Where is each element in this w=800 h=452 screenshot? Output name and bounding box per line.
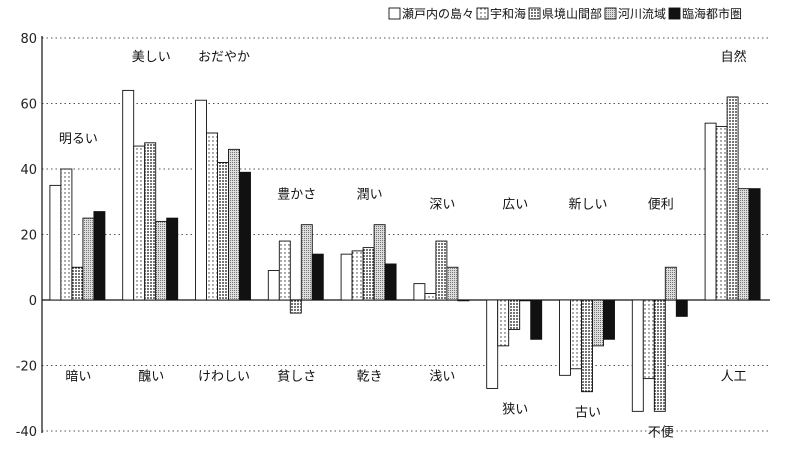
legend-label: 臨海都市圏 — [682, 6, 742, 21]
bar — [457, 299, 470, 302]
bar — [340, 253, 353, 301]
legend-swatch — [476, 7, 489, 20]
bar — [195, 99, 207, 301]
positive-category-label: 広い — [502, 197, 528, 212]
bar — [300, 224, 313, 301]
negative-category-label: 狭い — [502, 402, 528, 417]
positive-category-label: 自然 — [721, 49, 747, 65]
bar — [60, 168, 73, 301]
positive-category-label: 潤い — [357, 187, 383, 202]
bar — [631, 299, 644, 412]
y-tick-label: 20 — [20, 229, 37, 244]
bar — [653, 299, 666, 412]
bar — [497, 299, 510, 347]
bar — [166, 217, 179, 301]
bar — [603, 299, 615, 340]
bar — [122, 89, 135, 301]
legend-swatch — [668, 7, 681, 20]
positive-category-label: おだやか — [198, 50, 250, 65]
legend-label: 県境山間部 — [542, 6, 602, 21]
bar — [675, 299, 688, 317]
positive-category-label: 明るい — [59, 132, 98, 147]
legend-label: 宇和海 — [490, 6, 526, 21]
y-tick-label: -40 — [16, 425, 37, 440]
bar — [82, 217, 95, 301]
bar — [155, 220, 168, 301]
legend-label: 河川流域 — [618, 7, 666, 21]
negative-category-label: 人工 — [721, 369, 747, 384]
bar — [133, 145, 146, 301]
y-tick-label: 60 — [20, 98, 37, 113]
legend-swatch — [388, 7, 401, 20]
bar — [49, 184, 62, 301]
bar — [530, 299, 543, 340]
legend-swatch — [604, 7, 617, 20]
bar — [144, 142, 157, 301]
negative-category-label: 乾き — [357, 369, 383, 384]
positive-category-label: 深い — [429, 197, 455, 212]
positive-category-label: 新しい — [568, 196, 607, 212]
bar — [206, 132, 218, 301]
bar — [581, 299, 593, 393]
legend: 瀬戸内の島々 宇和海 県境山間部 河川流域 臨海都市圏 — [388, 6, 742, 21]
negative-category-label: 浅い — [429, 369, 455, 384]
negative-category-label: 不便 — [648, 425, 674, 440]
y-tick-label: -20 — [16, 360, 37, 375]
bar — [726, 96, 739, 301]
bar — [413, 283, 426, 301]
bar — [71, 266, 84, 301]
bar — [642, 299, 655, 380]
legend-swatch — [528, 7, 541, 20]
bar — [239, 171, 251, 301]
bar — [446, 266, 459, 301]
bar — [384, 263, 397, 301]
bar — [373, 224, 386, 301]
bar — [362, 247, 375, 301]
bar — [592, 299, 604, 347]
bar — [289, 299, 302, 314]
bar — [559, 299, 571, 376]
bar — [435, 240, 448, 301]
bar — [704, 122, 717, 301]
legend-label: 瀬戸内の島々 — [402, 6, 474, 21]
bar — [311, 253, 324, 301]
y-tick-label: 40 — [20, 163, 37, 178]
negative-category-label: 古い — [575, 406, 601, 421]
negative-category-label: 暗い — [65, 369, 91, 384]
bar — [508, 299, 521, 330]
positive-category-label: 美しい — [132, 50, 171, 65]
bar — [424, 293, 437, 301]
bar — [715, 125, 728, 301]
bars — [49, 89, 761, 412]
bar — [267, 270, 280, 301]
negative-category-label: 醜い — [138, 368, 164, 384]
bar — [278, 240, 291, 301]
bar — [217, 161, 229, 301]
y-tick-label: 0 — [29, 294, 37, 309]
y-tick-label: 80 — [20, 32, 37, 47]
bar — [93, 211, 106, 301]
bar — [570, 299, 582, 370]
bar — [519, 299, 532, 302]
negative-category-label: 貧しさ — [277, 369, 316, 384]
bar — [486, 299, 499, 389]
bar — [228, 148, 240, 301]
positive-category-label: 豊かさ — [277, 187, 316, 202]
positive-category-label: 便利 — [648, 197, 674, 212]
bar — [748, 188, 761, 301]
bar — [664, 266, 677, 301]
bar — [351, 250, 364, 301]
bar — [737, 188, 750, 301]
negative-category-label: けわしい — [198, 369, 250, 384]
